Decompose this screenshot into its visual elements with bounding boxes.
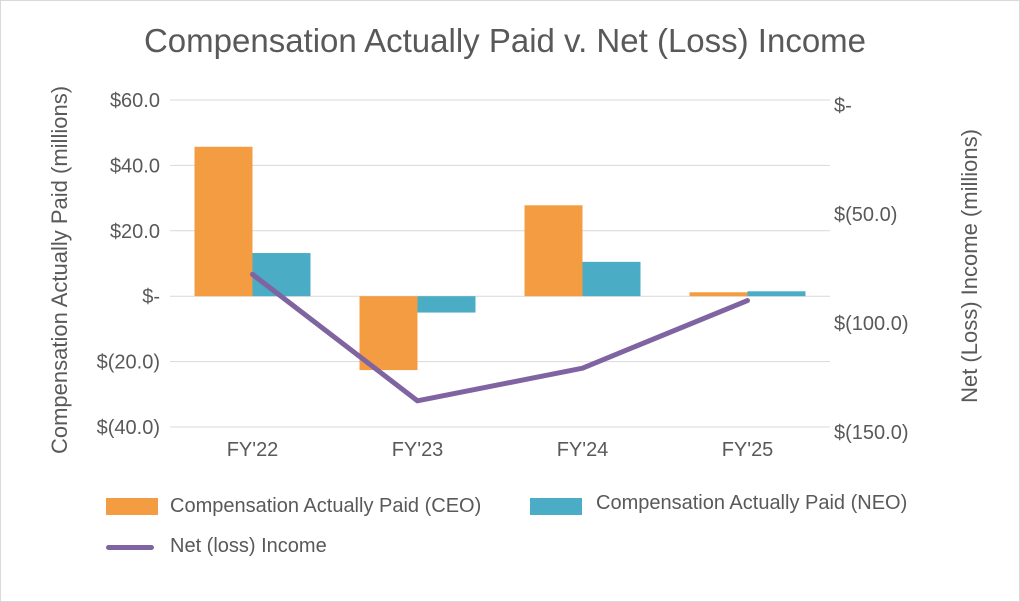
y-tick-left: $(40.0): [97, 417, 160, 439]
y-tick-left: $-: [142, 286, 160, 308]
bar-0-1: [359, 296, 418, 371]
y-tick-left: $(20.0): [97, 352, 160, 374]
bar-1-2: [582, 261, 641, 297]
y-tick-left: $40.0: [110, 155, 160, 177]
bar-0-2: [524, 205, 583, 297]
bar-1-3: [747, 291, 806, 297]
y-tick-right: $-: [834, 95, 852, 117]
legend-label-net-income: Net (loss) Income: [170, 535, 327, 557]
y-tick-left: $20.0: [110, 221, 160, 243]
x-tick-label: FY'22: [227, 439, 279, 461]
legend-label-neo: Compensation Actually Paid (NEO): [596, 492, 908, 514]
net-income-line: [250, 271, 750, 404]
bar-1-1: [417, 296, 476, 313]
legend-swatch-neo: [530, 498, 582, 515]
x-tick-label: FY'25: [722, 439, 774, 461]
legend-label-ceo: Compensation Actually Paid (CEO): [170, 495, 482, 517]
x-tick-label: FY'23: [392, 439, 444, 461]
bar-0-3: [689, 292, 748, 297]
y-tick-right: $(150.0): [834, 422, 909, 444]
legend-swatch-net-income: [106, 545, 154, 550]
x-tick-label: FY'24: [557, 439, 609, 461]
chart-title: Compensation Actually Paid v. Net (Loss)…: [143, 22, 867, 59]
y-tick-right: $(100.0): [834, 313, 909, 335]
bar-0-0: [194, 146, 253, 297]
bar-1-0: [252, 253, 311, 297]
y-tick-right: $(50.0): [834, 204, 897, 226]
y-tick-left: $60.0: [110, 90, 160, 112]
legend-swatch-ceo: [106, 498, 158, 515]
